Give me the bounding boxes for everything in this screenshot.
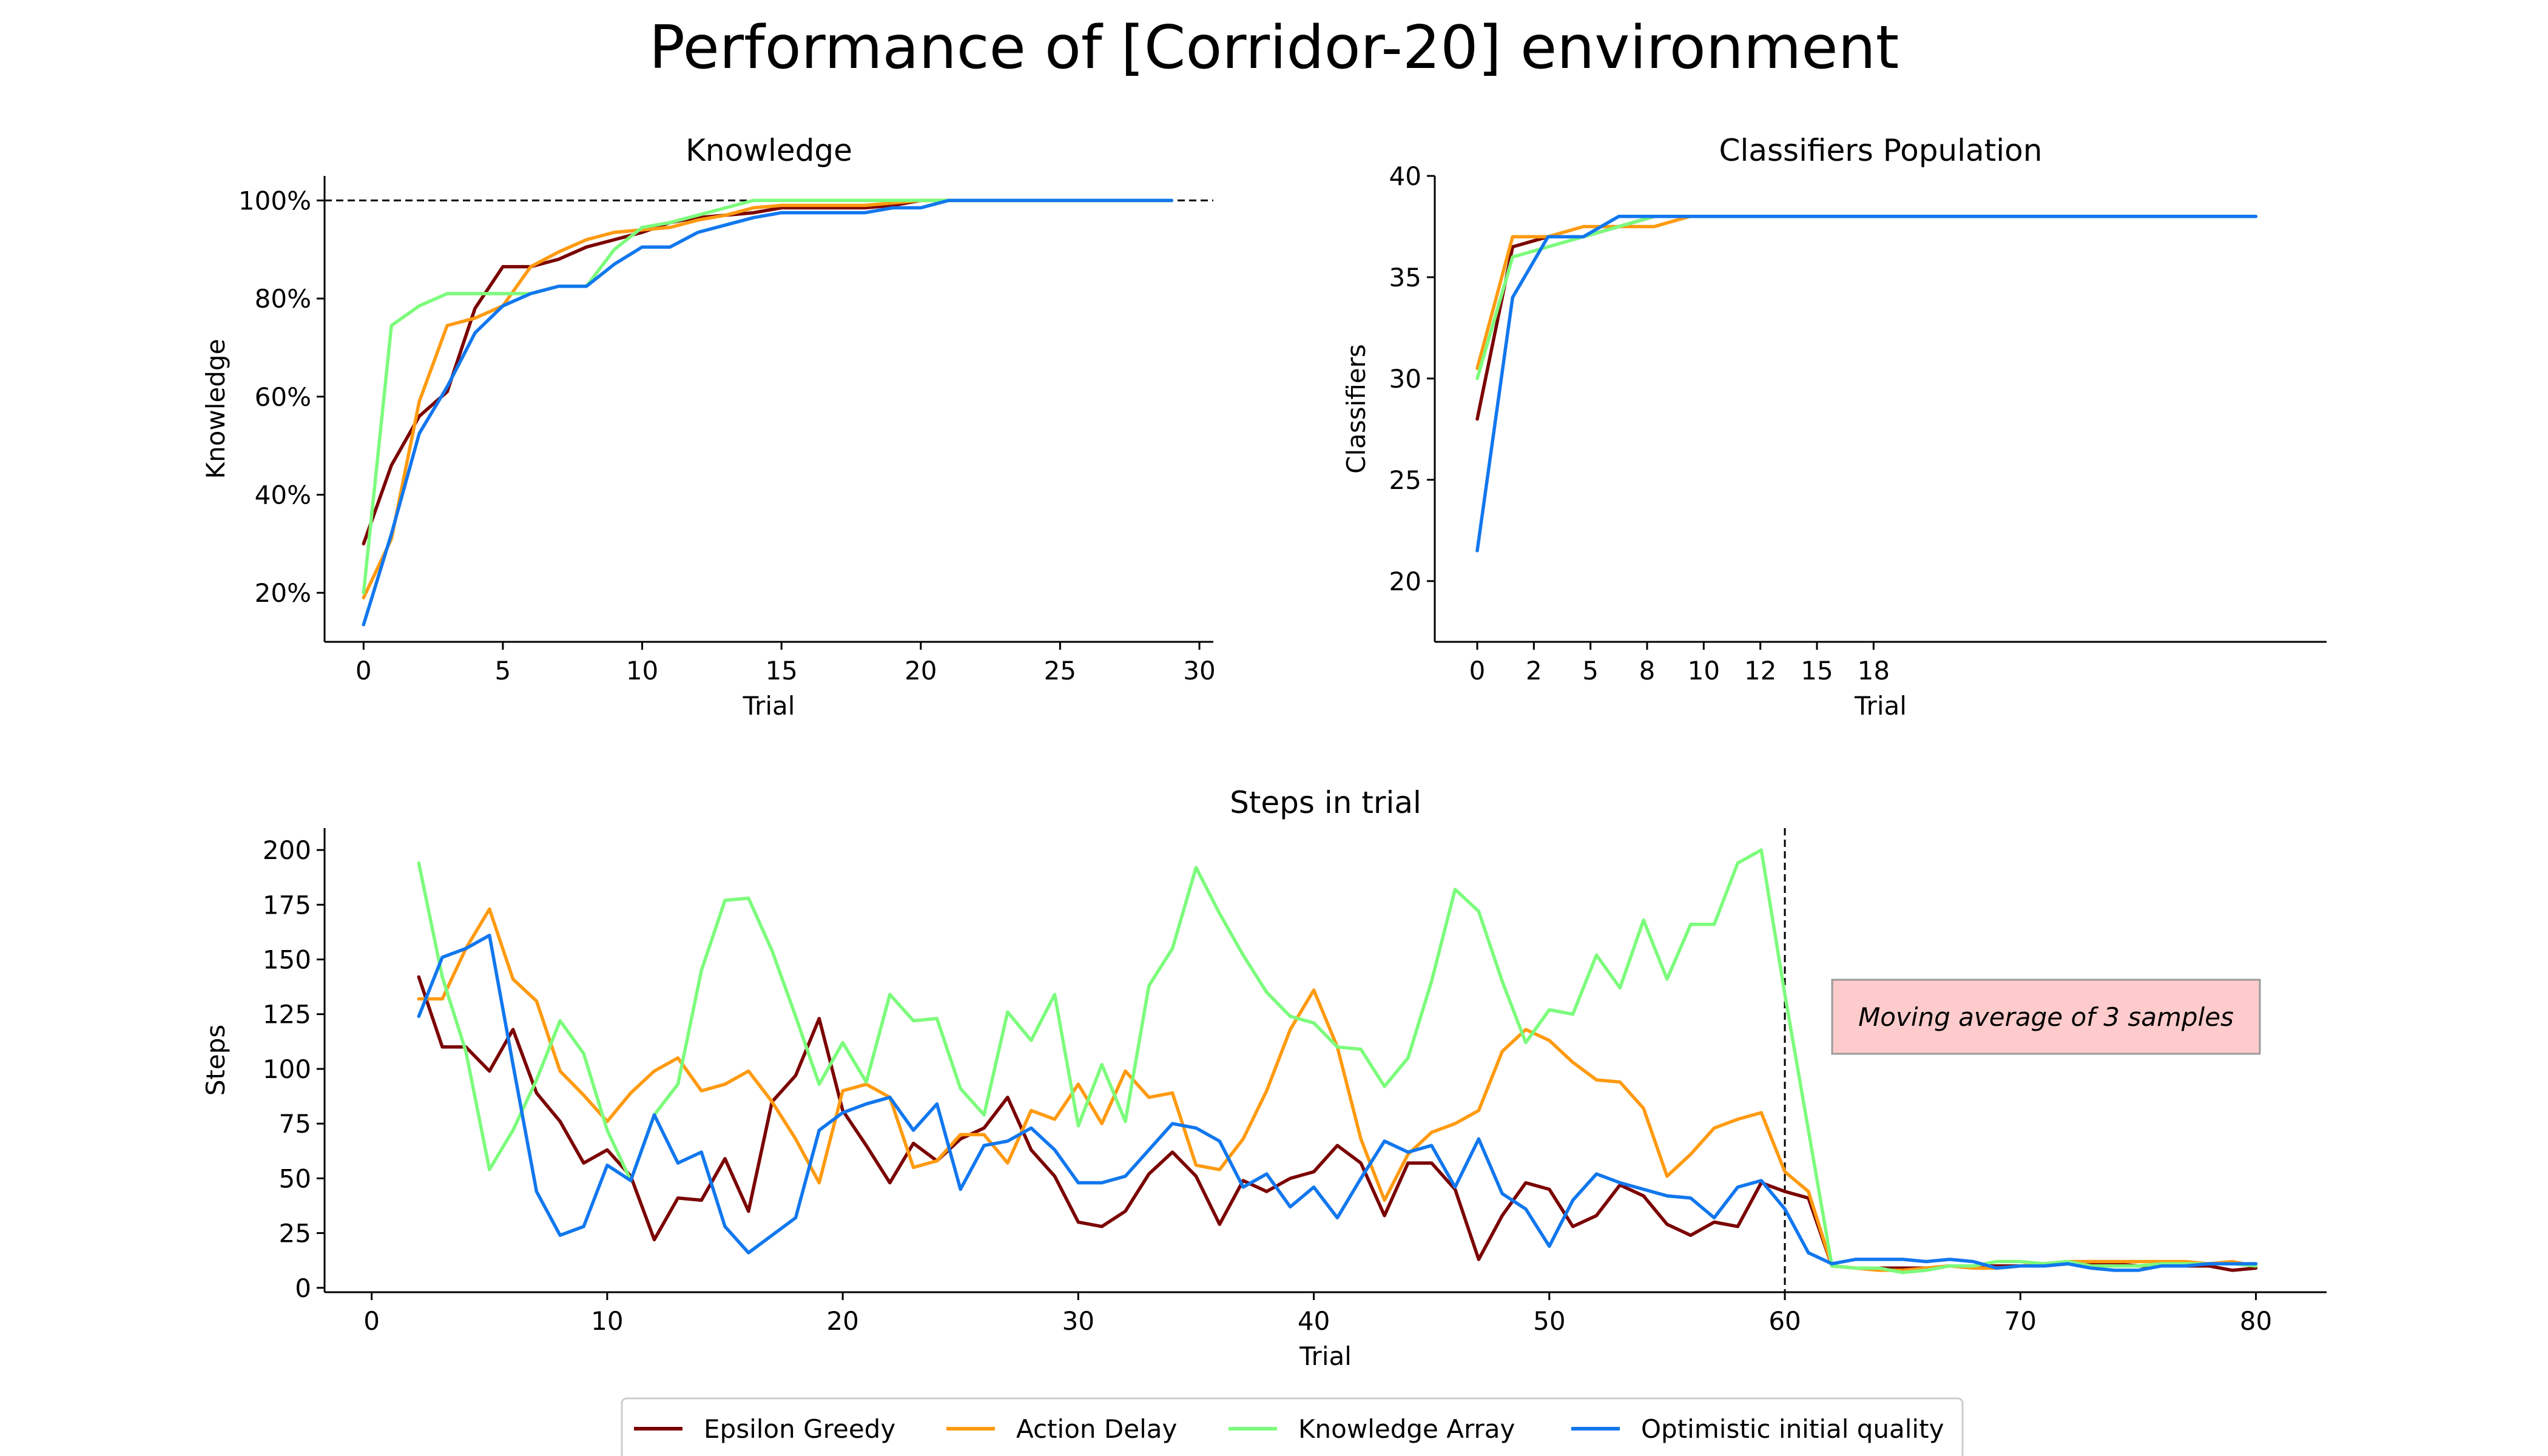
legend-label-epsilon-greedy: Epsilon Greedy [704,1414,895,1444]
figure-title: Performance of [Corridor-20] environment [649,13,1899,83]
y-tick-label: 35 [1389,263,1421,292]
x-tick-label: 25 [1044,656,1076,686]
x-tick-label: 5 [1582,656,1599,686]
series-line-knowledge-array [417,848,2258,1275]
y-tick-label: 30 [1389,364,1421,394]
annotation-text: Moving average of 3 samples [1858,1002,2234,1032]
y-tick-label: 40 [1389,161,1421,191]
knowledge-chart: Knowledge 0 5 10 15 20 25 30 20% 40% 60% 80% 100% Tri… [201,133,1216,721]
x-tick-label: 60 [1768,1306,1801,1336]
x-tick-label: 80 [2240,1306,2272,1336]
x-tick-label: 70 [2004,1306,2037,1336]
y-tick-label: 60% [255,382,311,412]
series-line-epsilon-greedy [1475,215,2258,421]
x-axis-label: Trial [1854,691,1907,721]
y-tick-label: 100 [263,1054,311,1084]
y-tick-label: 40% [255,480,311,510]
y-tick-label: 20 [1389,567,1421,596]
series-line-optimistic-initial-quality [417,934,2258,1272]
y-tick-label: 50 [279,1164,311,1193]
y-tick-label: 200 [263,835,311,865]
y-tick-label: 80% [255,284,311,314]
x-tick-label: 15 [765,656,797,686]
y-tick-label: 20% [255,578,311,608]
series-line-knowledge-array [362,198,1173,595]
x-tick-label: 2 [1526,656,1542,686]
y-tick-label: 150 [263,945,311,975]
x-tick-label: 30 [1062,1306,1094,1336]
y-axis-label: Classifiers [1341,344,1371,474]
x-tick-label: 0 [356,656,372,686]
y-axis-label: Steps [201,1025,231,1096]
series-line-knowledge-array [1475,215,2258,380]
y-tick-label: 75 [279,1109,311,1139]
y-tick-label: 0 [295,1273,311,1303]
legend-label-knowledge-array: Knowledge Array [1298,1414,1515,1444]
x-tick-label: 0 [363,1306,380,1336]
x-tick-label: 15 [1801,656,1833,686]
x-axis-label: Trial [743,691,795,721]
legend-box [621,1397,1964,1456]
x-tick-label: 30 [1183,656,1215,686]
x-tick-label: 5 [495,656,511,686]
chart-title: Steps in trial [1230,785,1421,820]
series-line-optimistic-initial-quality [1475,215,2258,553]
y-tick-label: 125 [263,1000,311,1030]
legend: Epsilon Greedy Action Delay Knowledge Arra… [621,1397,1964,1456]
chart-title: Classifiers Population [1719,133,2043,168]
steps-in-trial-chart: Steps in trial 0 10 20 30 40 50 60 70 80 0 25 50 75 10… [201,785,2327,1371]
x-tick-label: 20 [905,656,937,686]
x-axis-label: Trial [1299,1341,1352,1371]
y-axis-label: Knowledge [201,339,231,479]
x-tick-label: 10 [1688,656,1720,686]
x-tick-label: 10 [591,1306,623,1336]
y-tick-label: 100% [238,186,311,215]
series-line-epsilon-greedy [362,198,1173,546]
chart-title: Knowledge [686,133,852,168]
x-tick-label: 10 [626,656,658,686]
legend-label-optimistic-initial-quality: Optimistic initial quality [1641,1414,1944,1444]
x-tick-label: 18 [1858,656,1890,686]
y-tick-label: 25 [1389,465,1421,495]
series-line-action-delay [1475,215,2258,370]
x-tick-label: 50 [1533,1306,1565,1336]
legend-label-action-delay: Action Delay [1016,1414,1177,1444]
x-tick-label: 12 [1744,656,1776,686]
y-tick-label: 25 [279,1219,311,1249]
x-tick-label: 0 [1469,656,1486,686]
annotation-box [1831,979,2261,1055]
x-tick-label: 8 [1639,656,1656,686]
y-tick-label: 175 [263,890,311,920]
x-tick-label: 40 [1298,1306,1330,1336]
series-line-optimistic-initial-quality [362,198,1173,627]
series-line-action-delay [362,198,1173,599]
x-tick-label: 20 [826,1306,858,1336]
